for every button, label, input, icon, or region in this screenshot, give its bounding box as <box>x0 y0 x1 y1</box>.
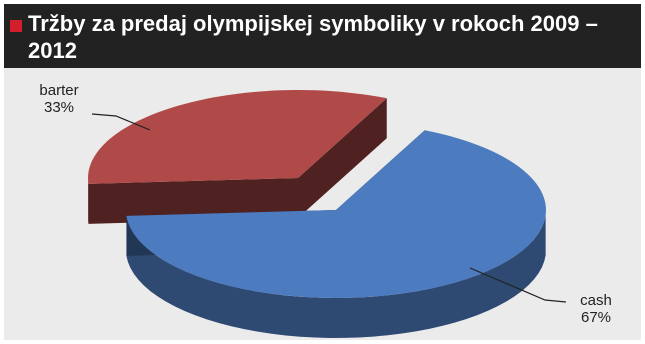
slice-edge-barter-1 <box>298 98 387 218</box>
slice-name-barter: barter <box>39 82 79 99</box>
header-marker-square <box>10 20 22 32</box>
leader-line-barter <box>91 113 151 131</box>
slice-value-cash: 67% <box>580 309 612 326</box>
slice-label-barter: barter 33% <box>24 82 94 116</box>
slice-top-cash <box>126 130 547 298</box>
slice-edge-barter-0 <box>88 178 298 224</box>
slice-name-cash: cash <box>580 292 612 309</box>
slice-value-barter: 33% <box>43 99 75 116</box>
slice-side-cash <box>126 215 546 338</box>
leader-line-cash <box>469 267 567 303</box>
chart-title: Tržby za predaj olympijskej symboliky v … <box>28 11 598 63</box>
slice-top-barter <box>88 89 387 184</box>
chart-header: Tržby za predaj olympijskej symboliky v … <box>4 4 641 68</box>
slice-label-cash: cash 67% <box>566 292 626 326</box>
